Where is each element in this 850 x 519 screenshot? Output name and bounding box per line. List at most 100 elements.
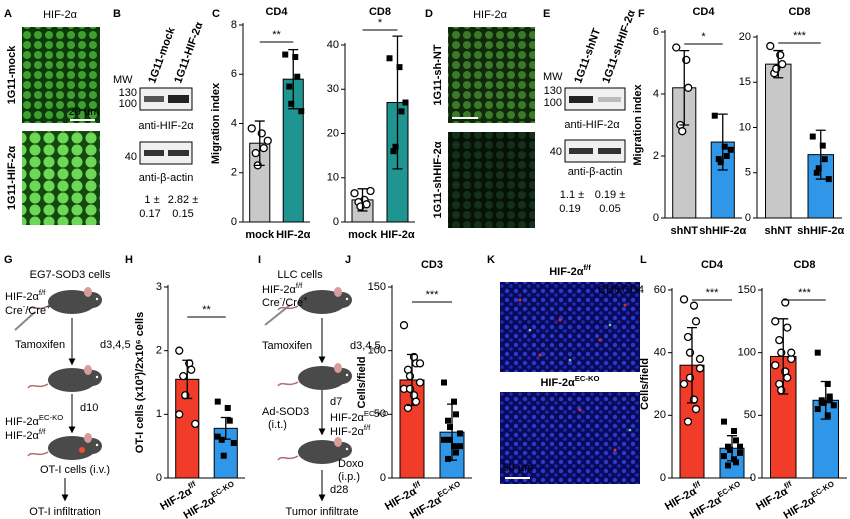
label: MW: [543, 71, 563, 83]
data-point: [451, 443, 457, 450]
y-tick-label: 20: [739, 31, 751, 43]
x-tick-label-part: f/f: [782, 479, 793, 491]
data-point: [398, 108, 405, 115]
data-point: [715, 156, 722, 163]
label-part: HIF-2α: [5, 430, 40, 442]
data-point: [689, 301, 699, 310]
error-bar: [727, 435, 737, 462]
label: 1G11-HIF-2α: [6, 146, 18, 210]
x-tick-label: mock: [245, 229, 275, 241]
bar: [765, 63, 792, 219]
label: anti-HIF-2α: [138, 120, 194, 132]
label: 130: [119, 87, 137, 99]
label: HIF-2α: [473, 9, 508, 21]
chart-title: CD8: [369, 6, 391, 18]
data-point: [672, 43, 681, 52]
mouse: [277, 362, 353, 391]
x-tick-label-part: f/f: [411, 479, 422, 491]
y-axis-label: Migration index: [632, 83, 644, 165]
y-tick-label: 50: [744, 409, 756, 421]
data-point: [725, 462, 731, 469]
y-tick-label: 2: [156, 345, 162, 357]
significance: ***: [798, 287, 812, 299]
label: 100: [119, 98, 137, 110]
error-bar: [392, 35, 403, 170]
data-point: [457, 443, 463, 450]
y-tick-label: 6: [653, 26, 659, 38]
band: [569, 148, 593, 154]
label-part: -: [23, 302, 26, 311]
label: (i.t.): [268, 419, 287, 431]
label: EG7-SOD3 cells: [30, 269, 111, 281]
label: HIF-2αEC-KO: [540, 374, 599, 389]
data-point: [775, 335, 784, 345]
error-bar: [220, 416, 231, 440]
data-point: [403, 403, 413, 413]
label: d3,4,5: [350, 340, 381, 352]
data-point: [821, 156, 828, 163]
label: CD4: [622, 284, 644, 296]
error-bar: [778, 318, 789, 395]
data-point: [814, 349, 821, 356]
label: 0.19 ±: [595, 189, 626, 201]
y-tick-label: 100: [738, 347, 756, 359]
label: HIF-2αEC-KO: [330, 409, 388, 424]
data-point: [727, 146, 734, 153]
label-part: EC-KO: [575, 374, 600, 383]
data-point: [731, 456, 737, 463]
data-point: [771, 361, 780, 370]
data-point: [691, 317, 701, 326]
data-point: [814, 406, 821, 413]
y-tick-label: 2: [231, 167, 237, 179]
label: HIF-2αf/f: [5, 427, 46, 442]
label: 1G11-shHIF-2α: [600, 8, 638, 85]
panel-letter: C: [212, 8, 220, 20]
chart-title: CD8: [788, 6, 810, 18]
x-tick-label: mock: [348, 229, 378, 241]
arrows: [61, 318, 326, 502]
significance: **: [272, 29, 281, 41]
y-tick-label: 0: [660, 472, 666, 484]
label-part: f/f: [39, 427, 46, 436]
data-point: [445, 455, 451, 462]
band: [168, 150, 189, 156]
data-point: [187, 365, 196, 374]
y-axis-label: OT-I cells (x10³)/2x10⁶ cells: [134, 312, 146, 453]
data-point: [288, 100, 295, 107]
data-point: [399, 321, 409, 330]
data-point: [214, 433, 221, 440]
label: 1G11-sh-NT: [432, 44, 444, 105]
label: HIF-2αEC-KO: [5, 413, 63, 428]
data-point: [390, 148, 397, 155]
label: 40: [550, 146, 562, 158]
data-point: [175, 346, 184, 355]
label: Cre-/Cre+: [5, 302, 51, 317]
data-point: [392, 143, 399, 150]
data-point: [723, 153, 730, 159]
panel-letter: I: [258, 254, 261, 266]
data-point: [679, 295, 689, 304]
y-tick-label: 150: [738, 284, 756, 296]
band: [569, 96, 593, 103]
label: 0.15: [172, 208, 193, 220]
band: [144, 150, 164, 156]
data-point: [819, 142, 826, 149]
data-point: [711, 112, 718, 119]
data-point: [783, 373, 792, 382]
y-tick-label: 40: [327, 39, 339, 51]
x-tick-label-part: EC-KO: [716, 479, 742, 499]
data-point: [441, 379, 447, 386]
error-bar: [717, 113, 728, 171]
x-tick-label: shNT: [765, 225, 793, 237]
label: Ad-SOD3: [262, 406, 309, 418]
label: 1.1 ±: [560, 189, 584, 201]
label: d28: [330, 484, 348, 496]
data-point: [678, 127, 687, 136]
panel-letter: A: [4, 8, 12, 20]
error-bar: [815, 129, 826, 180]
y-tick-label: 4: [231, 117, 237, 129]
y-tick-label: 0: [745, 212, 751, 224]
data-point: [350, 189, 359, 198]
data-point: [737, 443, 743, 450]
data-point: [737, 449, 743, 456]
